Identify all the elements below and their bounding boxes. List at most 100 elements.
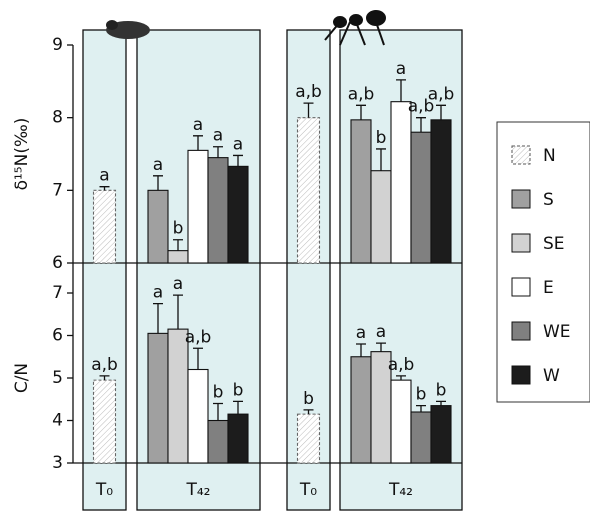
error-bar bbox=[436, 104, 446, 120]
error-bar bbox=[436, 400, 446, 406]
y-tick-label: 4 bbox=[52, 411, 63, 431]
error-bar bbox=[153, 302, 163, 334]
bar bbox=[167, 328, 189, 464]
error-bar bbox=[356, 343, 366, 357]
error-bar bbox=[376, 148, 386, 171]
error-bar bbox=[153, 175, 163, 191]
y-tick-label: 7 bbox=[52, 180, 63, 200]
bar bbox=[390, 101, 412, 264]
annotation: a bbox=[213, 126, 223, 146]
annotation: b bbox=[233, 380, 244, 400]
error-bar bbox=[233, 400, 243, 415]
bar bbox=[92, 379, 117, 464]
annotation: a,b bbox=[91, 355, 118, 375]
y-tick-label: 9 bbox=[52, 35, 63, 55]
annotation: a bbox=[99, 166, 109, 186]
annotation: a,b bbox=[348, 84, 375, 104]
annotation: a bbox=[173, 274, 183, 294]
legend-swatch bbox=[511, 233, 531, 253]
error-bar bbox=[99, 375, 110, 381]
error-bar bbox=[416, 404, 426, 412]
error-bar bbox=[173, 239, 183, 251]
x-tick-label: T₄₂ bbox=[185, 480, 210, 500]
legend: N S SE E WE W bbox=[511, 145, 571, 386]
legend-label: SE bbox=[543, 234, 565, 254]
annotation: a bbox=[193, 115, 203, 135]
bar bbox=[207, 157, 229, 264]
bar bbox=[350, 119, 372, 264]
bar bbox=[147, 189, 169, 264]
bar bbox=[430, 119, 452, 264]
legend-swatch bbox=[511, 145, 531, 165]
bar bbox=[147, 332, 169, 464]
bar bbox=[296, 413, 321, 464]
error-bar bbox=[416, 117, 426, 133]
legend-label: S bbox=[543, 190, 554, 210]
error-bar bbox=[193, 347, 203, 370]
y-tick-label: 6 bbox=[52, 253, 63, 273]
legend-label: E bbox=[543, 278, 554, 298]
x-tick-label: T₀ bbox=[95, 480, 113, 500]
annotation: b bbox=[416, 385, 427, 405]
bar bbox=[390, 379, 412, 464]
error-bar bbox=[233, 154, 243, 167]
error-bar bbox=[396, 79, 406, 102]
annotation: b bbox=[376, 128, 387, 148]
bar bbox=[92, 189, 117, 264]
larva-icon bbox=[106, 20, 150, 39]
y-tick-label: 5 bbox=[52, 368, 63, 388]
bar bbox=[187, 368, 209, 464]
error-bar bbox=[213, 402, 223, 421]
annotation: a bbox=[356, 323, 366, 343]
bar bbox=[350, 356, 372, 464]
bar bbox=[207, 419, 229, 464]
annotation: a,b bbox=[408, 97, 435, 117]
legend-label: W bbox=[543, 366, 560, 386]
bar bbox=[296, 117, 321, 264]
y-tick-label: 6 bbox=[52, 326, 63, 346]
annotation: b bbox=[173, 219, 184, 239]
annotation: a,b bbox=[388, 355, 415, 375]
error-bar bbox=[356, 104, 366, 120]
x-tick-label: T₄₂ bbox=[388, 480, 413, 500]
y-tick-label: 7 bbox=[52, 283, 63, 303]
annotation: b bbox=[303, 389, 314, 409]
annotation: b bbox=[213, 383, 224, 403]
legend-box bbox=[496, 121, 590, 403]
bar bbox=[410, 411, 432, 464]
annotation: a bbox=[153, 283, 163, 303]
legend-label: N bbox=[543, 146, 556, 166]
y-tick-label: 8 bbox=[52, 108, 63, 128]
legend-swatch bbox=[511, 189, 531, 209]
legend-label: WE bbox=[543, 322, 571, 342]
bar bbox=[410, 131, 432, 264]
y-axis-label: δ¹⁵N(‰) bbox=[12, 118, 32, 191]
bar bbox=[187, 149, 209, 264]
annotation: a,b bbox=[428, 84, 455, 104]
annotation: a,b bbox=[185, 327, 212, 347]
annotation: a bbox=[153, 155, 163, 175]
error-bar bbox=[173, 294, 183, 330]
error-bar bbox=[303, 102, 314, 118]
error-bar bbox=[213, 146, 223, 158]
bar bbox=[370, 170, 392, 264]
legend-swatch bbox=[511, 365, 531, 385]
y-axis-label: C/N bbox=[12, 363, 32, 393]
error-bar bbox=[99, 186, 110, 191]
legend-swatch bbox=[511, 277, 531, 297]
bar bbox=[430, 405, 452, 464]
ant-icon bbox=[324, 10, 386, 46]
annotation: a,b bbox=[295, 82, 322, 102]
annotation: a bbox=[396, 59, 406, 79]
error-bar bbox=[303, 409, 314, 415]
bar bbox=[227, 165, 249, 264]
legend-swatch bbox=[511, 321, 531, 341]
error-bar bbox=[396, 375, 406, 381]
x-tick-label: T₀ bbox=[299, 480, 317, 500]
annotation: a bbox=[376, 322, 386, 342]
error-bar bbox=[193, 135, 203, 151]
bar bbox=[167, 250, 189, 264]
bar bbox=[227, 413, 249, 464]
annotation: b bbox=[436, 380, 447, 400]
